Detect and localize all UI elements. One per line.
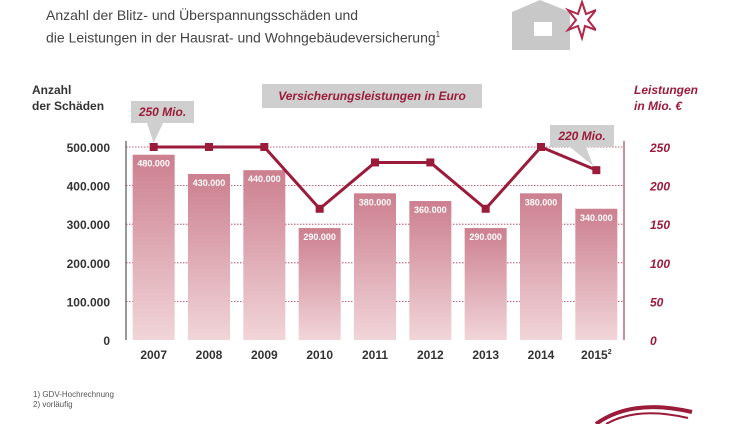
line-point	[315, 204, 324, 213]
bar	[188, 174, 230, 340]
title-line-1: Anzahl der Blitz- und Überspannungsschäd…	[46, 7, 359, 23]
line-point	[481, 204, 490, 213]
x-tick-label: 2013	[472, 348, 499, 362]
bar	[520, 193, 562, 340]
x-tick-label: 2008	[196, 348, 223, 362]
callout-last-pointer	[570, 147, 594, 167]
right-axis-title-line-1: Leistungen	[634, 83, 699, 97]
chart-title: Anzahl der Blitz- und Überspannungsschäd…	[46, 5, 440, 48]
line-point	[426, 158, 435, 167]
footnote-2: 2) vorläufig	[33, 400, 73, 409]
x-tick-label: 2007	[140, 348, 167, 362]
x-tick-label: 2012	[417, 348, 444, 362]
left-tick-label: 100.000	[67, 295, 111, 309]
callout-first-pointer	[147, 123, 163, 143]
footnotes: 1) GDV-Hochrechnung 2) vorläufig	[33, 390, 114, 410]
footnote-1: 1) GDV-Hochrechnung	[33, 390, 114, 399]
x-tick-label: 2011	[362, 348, 388, 362]
callout-last-value: 220 Mio.	[550, 125, 614, 147]
title-footnote-mark: 1	[435, 30, 441, 39]
bar-value-label: 340.000	[580, 213, 613, 223]
x-tick-label: 20152	[581, 348, 612, 362]
title-line-2-text: die Leistungen in der Hausrat- und Wohng…	[46, 29, 436, 46]
left-tick-label: 500.000	[67, 141, 111, 155]
right-tick-label: 100	[650, 257, 670, 271]
bar-value-label: 430.000	[193, 178, 226, 188]
bar-value-label: 380.000	[359, 197, 392, 207]
bar	[464, 228, 507, 340]
bar-value-label: 440.000	[248, 174, 281, 184]
line-point	[537, 143, 545, 151]
title-line-2: die Leistungen in der Hausrat- und Wohng…	[46, 25, 440, 48]
house-lightning-icon	[512, 0, 596, 50]
right-axis-title: Leistungen in Mio. €	[634, 82, 744, 114]
bar	[132, 154, 175, 340]
line-point	[205, 143, 213, 151]
line-point	[149, 143, 158, 151]
left-tick-label: 400.000	[67, 180, 111, 194]
bar	[298, 228, 341, 340]
right-tick-label: 150	[650, 218, 670, 232]
x-tick-label: 2010	[306, 348, 333, 362]
right-tick-label: 200	[649, 180, 670, 194]
left-axis-title: Anzahl der Schäden	[32, 82, 142, 114]
right-tick-label: 50	[650, 295, 664, 309]
bar	[243, 170, 286, 340]
bar	[575, 208, 618, 340]
x-tick-label: 2014	[528, 348, 555, 362]
series-banner: Versicherungsleistungen in Euro	[262, 84, 482, 108]
left-axis-title-line-2: der Schäden	[32, 99, 105, 113]
logo-swoosh-icon	[594, 405, 693, 424]
left-tick-label: 200.000	[67, 257, 111, 271]
bar-value-label: 380.000	[525, 197, 558, 207]
callout-first-value: 250 Mio.	[131, 101, 194, 123]
x-tick-label: 2009	[251, 348, 278, 362]
left-axis-title-line-1: Anzahl	[32, 83, 72, 97]
bar-value-label: 480.000	[137, 159, 170, 169]
bar-value-label: 290.000	[303, 232, 336, 242]
left-tick-label: 300.000	[67, 218, 111, 232]
bar	[409, 201, 452, 340]
line-point	[592, 166, 601, 175]
bar-value-label: 290.000	[469, 232, 502, 242]
line-point	[260, 143, 269, 151]
right-axis-title-line-2: in Mio. €	[634, 99, 682, 113]
right-tick-label: 0	[650, 334, 657, 348]
right-tick-label: 250	[649, 141, 670, 155]
bar	[354, 193, 396, 340]
line-point	[371, 158, 379, 167]
left-tick-label: 0	[103, 334, 110, 348]
bar-value-label: 360.000	[414, 205, 447, 215]
